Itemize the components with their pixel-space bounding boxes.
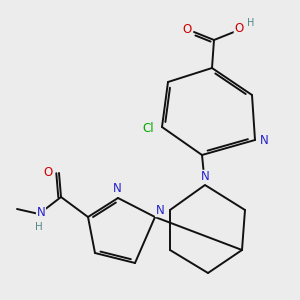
Text: N: N <box>156 203 164 217</box>
Text: O: O <box>44 166 52 178</box>
Text: O: O <box>182 22 192 35</box>
Text: O: O <box>234 22 244 34</box>
Text: H: H <box>35 222 43 232</box>
Text: Cl: Cl <box>142 122 154 136</box>
Text: N: N <box>201 170 209 184</box>
Text: N: N <box>112 182 122 196</box>
Text: N: N <box>37 206 45 220</box>
Text: H: H <box>247 18 255 28</box>
Text: N: N <box>260 134 268 146</box>
